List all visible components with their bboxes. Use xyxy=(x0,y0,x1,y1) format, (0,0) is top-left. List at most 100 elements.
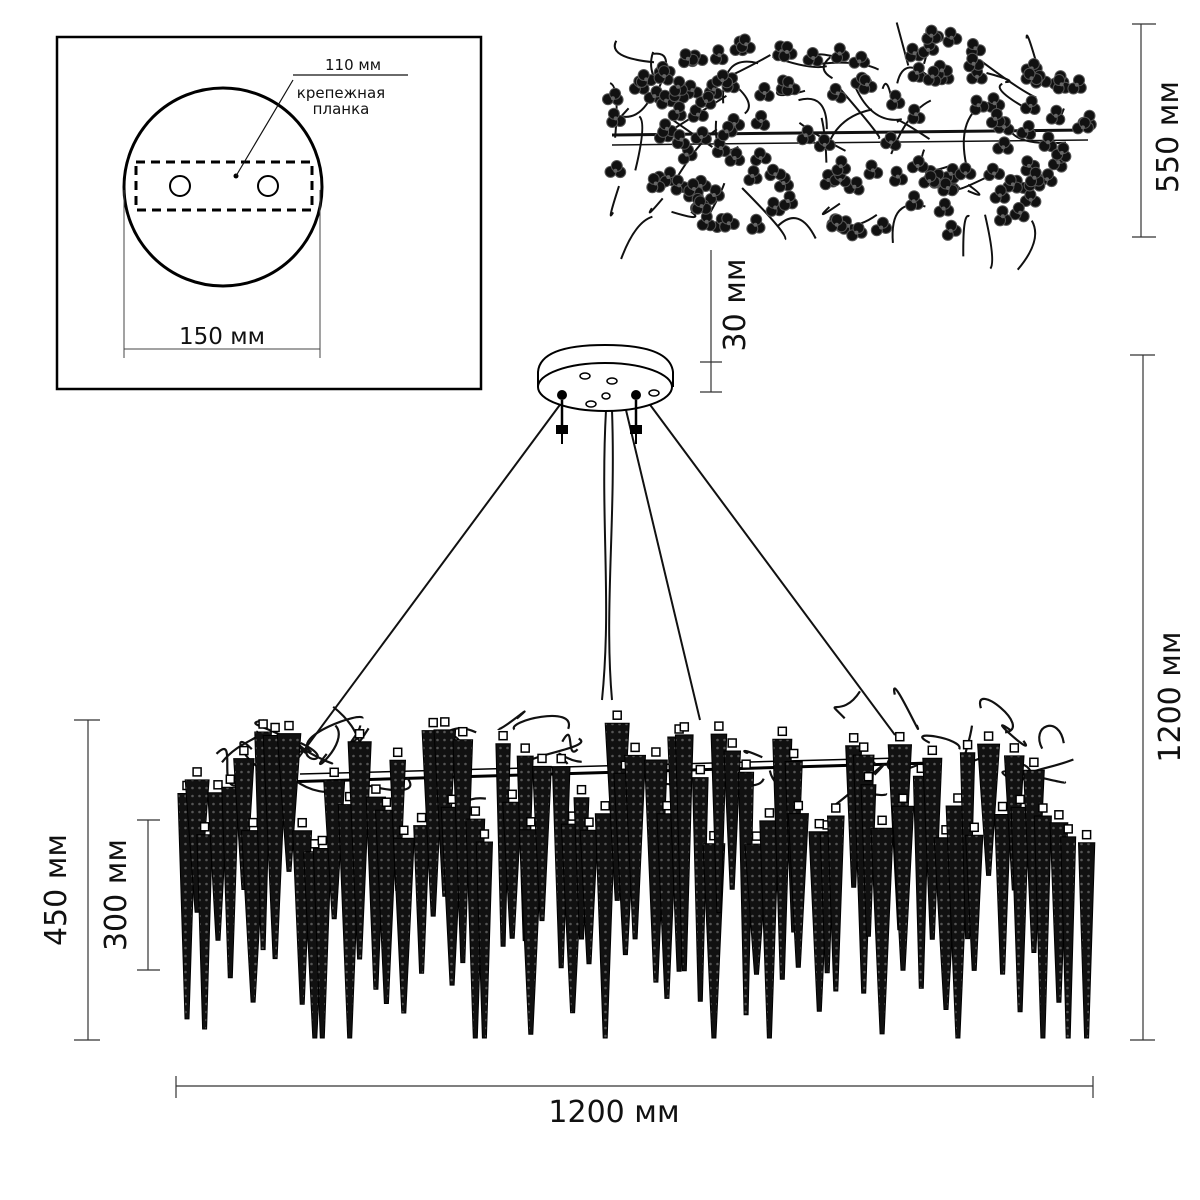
canopy-height-dimension: 30 мм xyxy=(700,250,753,393)
depth-label: 550 мм xyxy=(1151,81,1186,193)
flower-cluster xyxy=(921,24,942,45)
crystal-pendant xyxy=(759,808,780,1039)
flower-cluster xyxy=(1016,120,1037,141)
crystal-pendant xyxy=(891,793,915,971)
flower-cluster xyxy=(736,33,756,54)
flower-cluster xyxy=(687,104,709,123)
flower-cluster xyxy=(986,108,1006,129)
depth-dimension: 550 мм xyxy=(1132,23,1186,238)
mounting-inset: 110 мм крепежная планка 150 мм xyxy=(55,35,483,391)
branch-stem xyxy=(561,733,579,753)
flower-cluster xyxy=(826,213,848,233)
flower-cluster xyxy=(889,165,908,187)
branch-stem xyxy=(722,60,759,104)
branch-stem xyxy=(512,714,570,731)
flower-cluster xyxy=(750,110,771,131)
branch-stem xyxy=(893,687,920,730)
flower-cluster xyxy=(1020,155,1040,177)
flower-cluster xyxy=(992,136,1014,155)
crystal-pendant xyxy=(691,764,709,1002)
canopy-circle xyxy=(122,86,324,288)
crystal-pendant xyxy=(1060,824,1077,1039)
flower-cluster xyxy=(691,195,712,215)
flower-cluster xyxy=(905,190,924,212)
branch-stem xyxy=(741,187,787,241)
crystal-pendant xyxy=(532,753,552,922)
flower-cluster xyxy=(907,103,926,125)
branch-stem xyxy=(1038,724,1065,750)
crystal-pendant xyxy=(579,817,599,965)
flower-cluster xyxy=(965,38,986,58)
branch-stem xyxy=(984,214,994,270)
flower-cluster xyxy=(994,205,1013,227)
crystal-pendant xyxy=(196,822,213,1030)
flower-cluster xyxy=(653,65,674,86)
branch-stem xyxy=(634,115,644,171)
crystal-pendant xyxy=(1010,794,1030,1013)
flower-cluster xyxy=(711,69,733,89)
flower-cluster xyxy=(1045,104,1066,126)
flower-cluster xyxy=(1051,142,1072,163)
flower-cluster xyxy=(1009,202,1030,223)
flower-cluster xyxy=(918,170,941,189)
mounting-screw-left xyxy=(556,390,568,444)
flower-cluster xyxy=(922,65,942,87)
flower-cluster xyxy=(942,26,963,48)
flower-cluster xyxy=(906,155,929,174)
body-height-label: 450 мм xyxy=(39,834,74,946)
flower-cluster xyxy=(941,219,962,241)
flower-cluster xyxy=(1072,116,1094,135)
branch-stem xyxy=(1001,724,1027,747)
flower-cluster xyxy=(602,87,624,106)
branch-stem xyxy=(349,725,362,745)
total-height-dimension: 1200 мм xyxy=(1130,354,1188,1041)
crystal-pendant xyxy=(495,730,511,947)
screw-hole-left xyxy=(169,175,191,197)
flower-cluster xyxy=(907,62,926,83)
crystal-pendant xyxy=(475,829,494,1039)
flower-cluster xyxy=(880,131,902,151)
crystal-pendant xyxy=(860,771,877,937)
flower-cluster xyxy=(754,82,775,102)
crystal-pendant xyxy=(977,731,1001,876)
crystal-pendant xyxy=(624,742,647,940)
flower-cluster xyxy=(886,89,906,111)
branch-stem xyxy=(613,40,655,64)
branch-stem xyxy=(838,87,881,139)
crystal-pendants xyxy=(177,710,1096,1039)
branch-stem xyxy=(671,210,697,219)
flower-cluster xyxy=(677,143,698,165)
flower-cluster xyxy=(778,40,798,63)
screw-hole-right xyxy=(257,175,279,197)
crystal-pendant xyxy=(413,812,431,974)
crystal-pendant xyxy=(787,800,809,968)
flower-cluster xyxy=(690,126,712,145)
total-width-label: 1200 мм xyxy=(548,1095,679,1130)
crystal-pendant xyxy=(551,753,571,969)
canopy-diameter-label: 150 мм xyxy=(179,324,265,350)
crystal-pendant xyxy=(392,825,415,1014)
crystal-pendant xyxy=(452,726,474,964)
flower-cluster xyxy=(724,147,746,167)
crystal-pendant xyxy=(737,759,755,1016)
flower-cluster xyxy=(1020,67,1043,86)
branch-stem xyxy=(673,128,718,182)
flower-cluster xyxy=(717,120,738,142)
flower-cluster xyxy=(904,42,926,63)
flower-cluster xyxy=(669,75,688,97)
crystal-pendant xyxy=(674,722,694,972)
flower-cluster xyxy=(667,101,687,122)
crystal-pendant xyxy=(276,720,302,872)
branch-stem xyxy=(962,112,974,166)
ceiling-canopy xyxy=(537,343,674,412)
crystal-length-label: 300 мм xyxy=(99,839,134,951)
flower-cluster xyxy=(937,177,959,197)
bar-name-line2: планка xyxy=(313,100,370,118)
flower-cluster xyxy=(963,52,985,73)
crystal-pendant xyxy=(221,774,240,979)
flower-cluster xyxy=(746,213,766,235)
flower-cluster xyxy=(604,160,627,179)
flower-cluster xyxy=(778,190,799,211)
flower-cluster xyxy=(826,82,847,104)
flower-cluster xyxy=(750,147,772,167)
